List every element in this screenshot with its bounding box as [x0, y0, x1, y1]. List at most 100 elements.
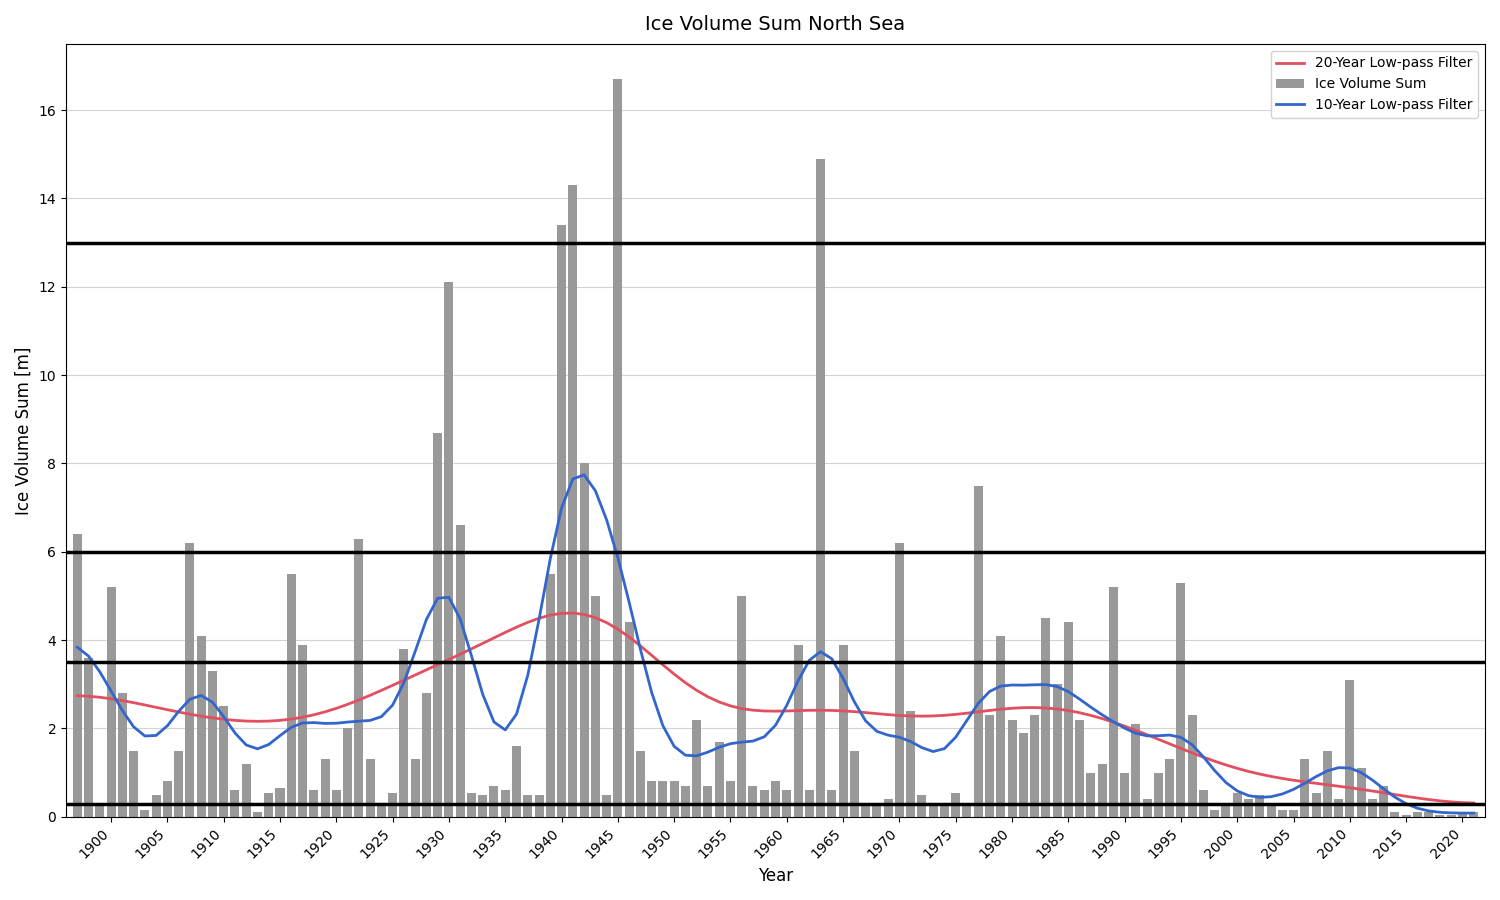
Bar: [1166, 760, 1174, 817]
Bar: [828, 790, 837, 817]
Bar: [1019, 733, 1028, 817]
Bar: [1413, 813, 1422, 817]
Bar: [974, 486, 982, 817]
Bar: [714, 742, 723, 817]
Bar: [726, 781, 735, 817]
Bar: [1256, 795, 1264, 817]
Bar: [602, 795, 610, 817]
Bar: [816, 158, 825, 817]
Bar: [96, 804, 105, 817]
Bar: [1221, 806, 1230, 817]
Bar: [546, 574, 555, 817]
Bar: [1188, 716, 1197, 817]
Bar: [276, 788, 285, 817]
Bar: [1401, 814, 1410, 817]
Bar: [366, 760, 375, 817]
Bar: [928, 804, 938, 817]
Bar: [321, 760, 330, 817]
Bar: [1278, 810, 1287, 817]
Title: Ice Volume Sum North Sea: Ice Volume Sum North Sea: [645, 15, 906, 34]
Bar: [231, 790, 240, 817]
Bar: [906, 711, 915, 817]
Bar: [704, 786, 712, 817]
Bar: [186, 543, 195, 817]
Bar: [489, 786, 498, 817]
Bar: [1108, 587, 1118, 817]
Bar: [152, 795, 160, 817]
Bar: [614, 79, 622, 817]
Bar: [1424, 813, 1432, 817]
Bar: [658, 781, 668, 817]
Bar: [478, 795, 488, 817]
Bar: [1053, 684, 1062, 817]
Bar: [759, 790, 770, 817]
10-Year Low-pass Filter: [574, 470, 592, 481]
20-Year Low-pass Filter: [1284, 775, 1302, 786]
Bar: [411, 760, 420, 817]
Bar: [839, 644, 848, 817]
Line: 10-Year Low-pass Filter: 10-Year Low-pass Filter: [78, 475, 1473, 813]
Legend: 20-Year Low-pass Filter, Ice Volume Sum, 10-Year Low-pass Filter: 20-Year Low-pass Filter, Ice Volume Sum,…: [1270, 50, 1478, 118]
20-Year Low-pass Filter: [429, 660, 447, 670]
Bar: [861, 804, 870, 817]
Bar: [84, 658, 93, 817]
Bar: [568, 185, 578, 817]
20-Year Low-pass Filter: [946, 709, 964, 720]
Bar: [1468, 813, 1478, 817]
Bar: [524, 795, 532, 817]
Bar: [940, 804, 950, 817]
Bar: [106, 587, 116, 817]
Bar: [422, 693, 430, 817]
Bar: [1300, 760, 1310, 817]
Bar: [1266, 804, 1275, 817]
Bar: [456, 526, 465, 817]
Bar: [1030, 716, 1039, 817]
X-axis label: Year: Year: [758, 867, 794, 885]
Bar: [1368, 799, 1377, 817]
20-Year Low-pass Filter: [394, 675, 412, 686]
Bar: [736, 596, 746, 817]
Bar: [1346, 680, 1354, 817]
Bar: [681, 786, 690, 817]
Bar: [850, 751, 859, 817]
Bar: [433, 433, 442, 817]
Bar: [344, 728, 352, 817]
Bar: [1064, 623, 1072, 817]
10-Year Low-pass Filter: [1464, 807, 1482, 818]
Bar: [771, 781, 780, 817]
Bar: [783, 790, 792, 817]
Bar: [591, 596, 600, 817]
Bar: [1323, 751, 1332, 817]
Bar: [1288, 810, 1298, 817]
20-Year Low-pass Filter: [1464, 797, 1482, 808]
Bar: [399, 649, 408, 817]
Bar: [1041, 618, 1050, 817]
Bar: [174, 751, 183, 817]
Bar: [74, 534, 82, 817]
Bar: [1233, 793, 1242, 817]
Bar: [963, 804, 972, 817]
Bar: [466, 793, 476, 817]
Bar: [286, 574, 296, 817]
Bar: [209, 671, 218, 817]
Bar: [918, 795, 927, 817]
Bar: [1356, 769, 1365, 817]
Bar: [1076, 720, 1084, 817]
Bar: [129, 751, 138, 817]
Bar: [646, 781, 656, 817]
Bar: [264, 793, 273, 817]
10-Year Low-pass Filter: [1386, 792, 1404, 803]
Bar: [118, 693, 128, 817]
20-Year Low-pass Filter: [564, 608, 582, 618]
Bar: [806, 790, 814, 817]
Bar: [354, 538, 363, 817]
Bar: [669, 781, 678, 817]
Bar: [748, 786, 758, 817]
10-Year Low-pass Filter: [1251, 792, 1269, 803]
Bar: [624, 623, 633, 817]
Bar: [884, 799, 892, 817]
Bar: [1210, 810, 1219, 817]
Bar: [1143, 799, 1152, 817]
Bar: [951, 793, 960, 817]
10-Year Low-pass Filter: [429, 593, 447, 604]
